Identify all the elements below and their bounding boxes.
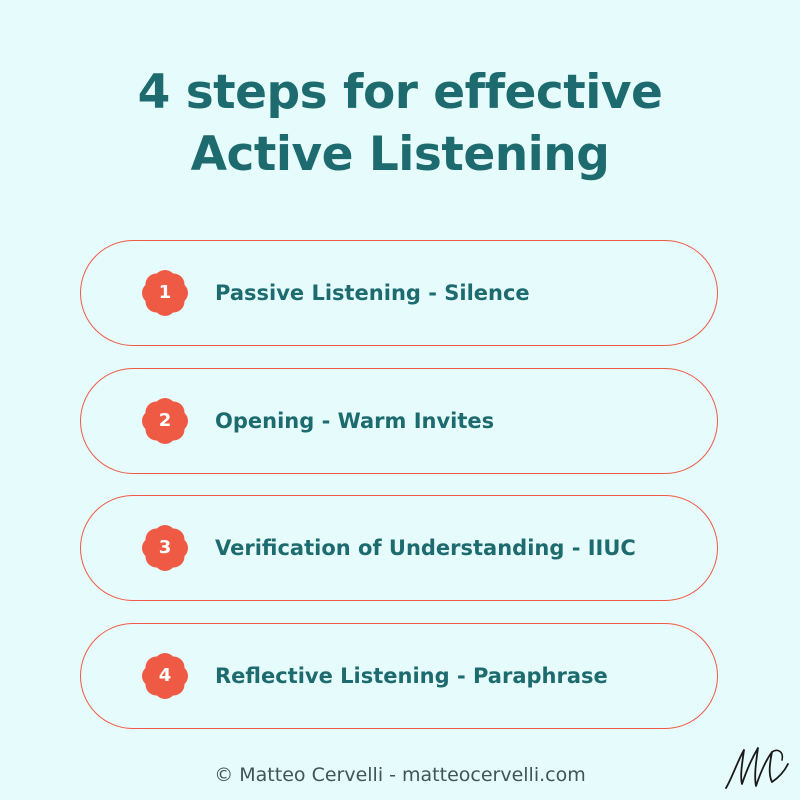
step-card-1: 1 Passive Listening - Silence xyxy=(80,240,718,346)
step-label: Verification of Understanding - IIUC xyxy=(215,536,636,560)
step-badge-1: 1 xyxy=(141,269,189,317)
title-line-1: 4 steps for effective xyxy=(137,65,663,120)
step-number: 1 xyxy=(158,282,172,303)
step-label: Reflective Listening - Paraphrase xyxy=(215,664,608,688)
footer-credit: © Matteo Cervelli - matteocervelli.com xyxy=(214,764,586,786)
step-badge-4: 4 xyxy=(141,652,189,700)
step-badge-3: 3 xyxy=(141,524,189,572)
flower-badge-icon xyxy=(142,398,188,444)
step-number: 2 xyxy=(158,410,172,431)
flower-badge-icon xyxy=(142,525,188,571)
step-card-3: 3 Verification of Understanding - IIUC xyxy=(80,495,718,601)
flower-badge-icon xyxy=(142,270,188,316)
step-label: Opening - Warm Invites xyxy=(215,409,495,433)
flower-badge-icon xyxy=(142,653,188,699)
page-title: 4 steps for effective Active Listening xyxy=(0,62,800,186)
step-number: 4 xyxy=(158,665,172,686)
step-badge-2: 2 xyxy=(141,397,189,445)
step-number: 3 xyxy=(158,537,172,558)
signature-icon xyxy=(725,747,789,789)
step-card-4: 4 Reflective Listening - Paraphrase xyxy=(80,623,718,729)
step-card-2: 2 Opening - Warm Invites xyxy=(80,368,718,474)
title-line-2: Active Listening xyxy=(190,127,610,182)
step-label: Passive Listening - Silence xyxy=(215,281,530,305)
